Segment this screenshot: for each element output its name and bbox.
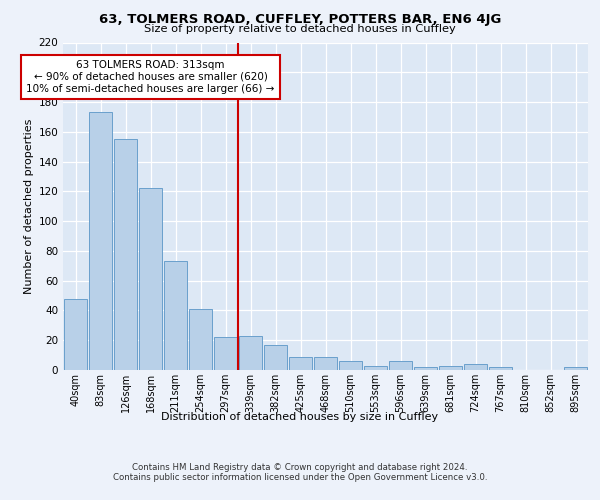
Bar — [264, 344, 287, 370]
Y-axis label: Number of detached properties: Number of detached properties — [24, 118, 34, 294]
Bar — [564, 367, 587, 370]
Text: Size of property relative to detached houses in Cuffley: Size of property relative to detached ho… — [144, 24, 456, 34]
Bar — [64, 298, 87, 370]
Text: 63, TOLMERS ROAD, CUFFLEY, POTTERS BAR, EN6 4JG: 63, TOLMERS ROAD, CUFFLEY, POTTERS BAR, … — [99, 12, 501, 26]
Bar — [189, 309, 212, 370]
Bar — [314, 356, 337, 370]
Bar — [164, 262, 187, 370]
Bar — [139, 188, 162, 370]
Bar — [489, 367, 512, 370]
Bar — [114, 140, 137, 370]
Bar — [214, 337, 237, 370]
Bar — [364, 366, 387, 370]
Bar — [464, 364, 487, 370]
Bar — [339, 361, 362, 370]
Bar — [89, 112, 112, 370]
Bar — [439, 366, 462, 370]
Bar — [239, 336, 262, 370]
Bar — [414, 367, 437, 370]
Text: Contains HM Land Registry data © Crown copyright and database right 2024.
Contai: Contains HM Land Registry data © Crown c… — [113, 462, 487, 482]
Bar — [389, 361, 412, 370]
Bar — [289, 356, 312, 370]
Text: Distribution of detached houses by size in Cuffley: Distribution of detached houses by size … — [161, 412, 439, 422]
Text: 63 TOLMERS ROAD: 313sqm
← 90% of detached houses are smaller (620)
10% of semi-d: 63 TOLMERS ROAD: 313sqm ← 90% of detache… — [26, 60, 275, 94]
